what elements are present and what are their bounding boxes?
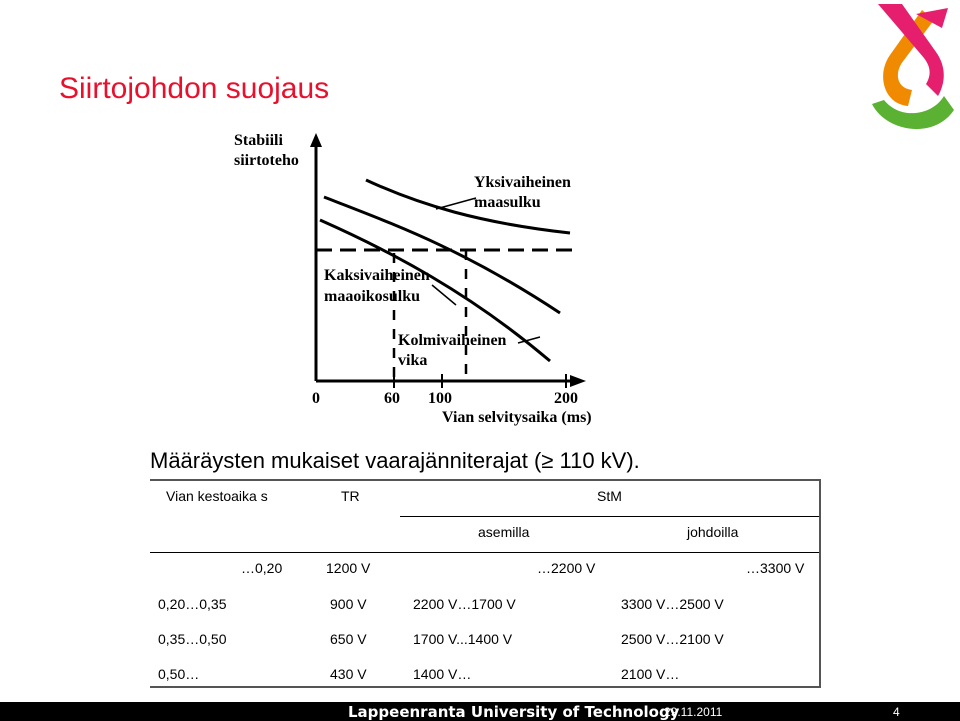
subheader-johdoilla: johdoilla	[687, 524, 739, 540]
row1-tr: 1200 V	[326, 560, 371, 576]
curve-three-phase	[319, 218, 551, 363]
table-top-border	[150, 479, 819, 481]
x-tick-label-200: 200	[554, 390, 578, 407]
stability-diagram: Stabiili siirtoteho Yksivaiheinen maasul…	[234, 132, 592, 426]
row4-asemilla: 1400 V…	[413, 666, 472, 682]
curve1-label-2: maasulku	[474, 194, 541, 211]
logo-pink-stroke	[916, 8, 948, 28]
row3-tr: 650 V	[330, 631, 367, 647]
row3-asemilla: 1700 V...1400 V	[413, 631, 513, 647]
voltage-limits-table: Vian kestoaika s TR StM asemilla johdoil…	[150, 479, 821, 688]
y-axis-label-2: siirtoteho	[234, 152, 299, 169]
row1-asemilla: …2200 V	[537, 560, 596, 576]
x-tick-label-100: 100	[428, 390, 452, 407]
row1-johdoilla: …3300 V	[746, 560, 805, 576]
curve-two-phase	[323, 195, 561, 315]
voltage-limits-heading: Määräysten mukaiset vaarajänniterajat (≥…	[150, 448, 640, 473]
row4-tr: 430 V	[330, 666, 367, 682]
y-axis-label-1: Stabiili	[234, 132, 283, 149]
footer-bar: Lappeenranta University of Technology 29…	[0, 702, 960, 721]
row4-johdoilla: 2100 V…	[621, 666, 680, 682]
table-header-divider	[400, 516, 819, 517]
header-duration: Vian kestoaika s	[166, 488, 268, 504]
curve3-label-1: Kolmivaiheinen	[398, 332, 507, 349]
row2-johdoilla: 3300 V…2500 V	[621, 596, 724, 612]
row3-duration: 0,35…0,50	[158, 631, 227, 647]
y-axis-arrow	[310, 133, 322, 147]
row3-johdoilla: 2500 V…2100 V	[621, 631, 724, 647]
pointer-two-phase	[431, 284, 457, 306]
x-axis-arrow	[570, 375, 586, 387]
row1-duration: …0,20	[241, 560, 283, 576]
x-tick-label-0: 0	[312, 390, 320, 407]
header-stm: StM	[597, 488, 622, 504]
row2-duration: 0,20…0,35	[158, 596, 227, 612]
logo-pink-shape	[878, 4, 944, 96]
footer-university: Lappeenranta University of Technology	[348, 703, 680, 721]
x-tick-label-60: 60	[384, 390, 400, 407]
logo-green-shape	[872, 96, 954, 130]
table-subheader-divider	[150, 552, 819, 553]
footer-date: 29.11.2011	[664, 705, 723, 719]
university-logo	[872, 4, 954, 130]
subheader-asemilla: asemilla	[478, 524, 530, 540]
curve-single-phase	[365, 178, 571, 235]
slide-title: Siirtojohdon suojaus	[59, 72, 330, 105]
header-tr: TR	[341, 488, 360, 504]
curve2-label-2: maaoikosulku	[324, 288, 420, 305]
row4-duration: 0,50…	[158, 666, 200, 682]
row2-asemilla: 2200 V…1700 V	[413, 596, 516, 612]
pointer-single-phase	[435, 197, 477, 210]
x-axis-label: Vian selvitysaika (ms)	[442, 409, 592, 426]
curve3-label-2: vika	[398, 352, 427, 369]
row2-tr: 900 V	[330, 596, 367, 612]
footer-page-number: 4	[893, 705, 900, 719]
curve2-label-1: Kaksivaiheinen	[324, 267, 430, 284]
curve1-label-1: Yksivaiheinen	[474, 174, 571, 191]
pointer-three-phase	[517, 336, 541, 344]
